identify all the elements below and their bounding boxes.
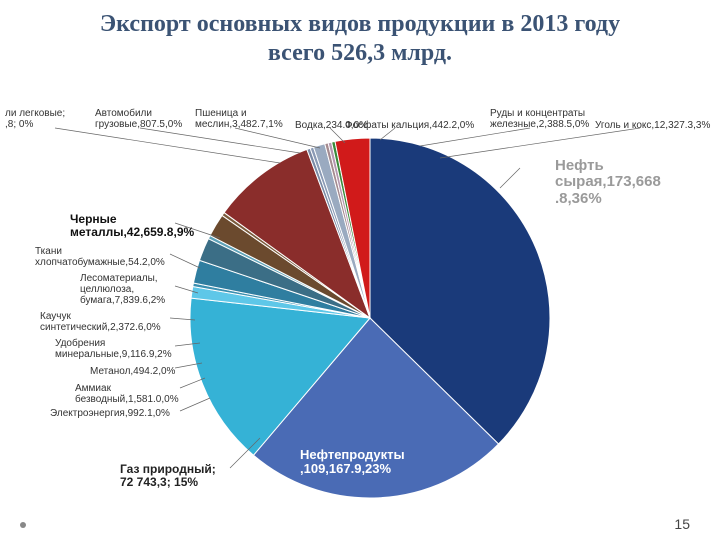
- page-number: 15: [674, 516, 690, 532]
- leader-cotton: [170, 254, 200, 268]
- label-phos: Фосфаты кальция,442.2,0%: [345, 120, 474, 131]
- label-ferrous: Черныеметаллы,42,659.8,9%: [70, 213, 194, 239]
- leader-coal: [440, 128, 640, 158]
- label-fert: Удобренияминеральные,9,116.9,2%: [55, 338, 172, 360]
- leader-trucks: [140, 128, 300, 153]
- label-ironore: Руды и концентратыжелезные,2,388.5,0%: [490, 108, 589, 130]
- label-gas: Газ природный;72 743,3; 15%: [120, 463, 216, 489]
- leader-elec: [180, 398, 210, 411]
- label-methanol: Метанол,494.2,0%: [90, 366, 175, 377]
- slide-bullet-icon: [20, 522, 26, 528]
- label-cotton: Тканихлопчатобумажные,54.2,0%: [35, 246, 165, 268]
- leader-cars: [55, 128, 280, 163]
- label-coal: Уголь и кокс,12,327.3,3%: [595, 120, 710, 131]
- chart-title: Экспорт основных видов продукции в 2013 …: [0, 0, 720, 68]
- pie-chart-area: Нефтьсырая,173,668.8,36% Нефтепродукты,10…: [0, 68, 720, 528]
- label-oil: Нефтьсырая,173,668.8,36%: [555, 158, 661, 208]
- leader-ammonia: [180, 378, 205, 388]
- label-wood: Лесоматериалы,целлюлоза,бумага,7,839.6,2…: [80, 273, 165, 306]
- label-trucks: Автомобилигрузовые,807.5,0%: [95, 108, 182, 130]
- title-line-1: Экспорт основных видов продукции в 2013 …: [100, 11, 620, 37]
- label-wheat: Пшеница имеслин,3,482.7,1%: [195, 108, 283, 130]
- leader-oil: [500, 168, 520, 188]
- title-line-2: всего 526,3 млрд.: [268, 40, 452, 66]
- label-rubber: Каучуксинтетический,2,372.6,0%: [40, 311, 161, 333]
- label-elec: Электроэнергия,992.1,0%: [50, 408, 170, 419]
- label-petro: Нефтепродукты,109,167.9,23%: [300, 448, 405, 477]
- label-ammonia: Аммиакбезводный,1,581.0,0%: [75, 383, 179, 405]
- label-cars: ли легковые;,8; 0%: [5, 108, 65, 130]
